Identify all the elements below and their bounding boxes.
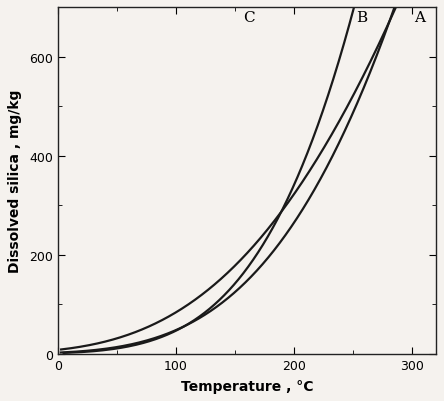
Text: B: B bbox=[356, 11, 367, 25]
Y-axis label: Dissolved silica , mg/kg: Dissolved silica , mg/kg bbox=[8, 90, 22, 273]
X-axis label: Temperature , °C: Temperature , °C bbox=[181, 379, 313, 393]
Text: A: A bbox=[414, 11, 424, 25]
Text: C: C bbox=[243, 11, 255, 25]
